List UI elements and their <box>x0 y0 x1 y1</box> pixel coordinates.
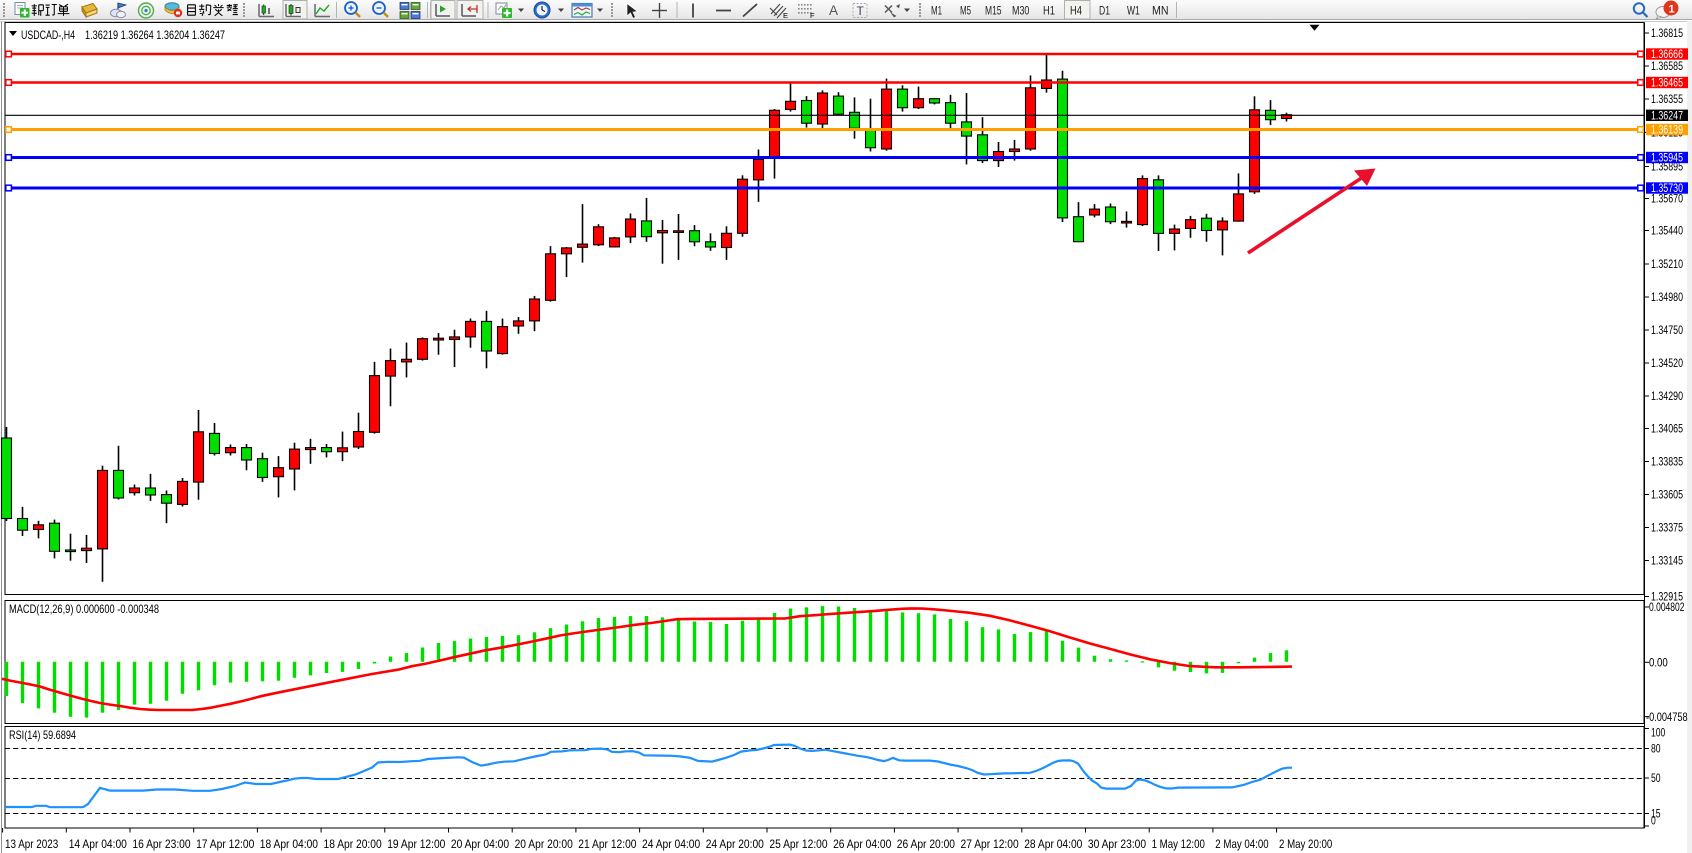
svg-text:1.36465: 1.36465 <box>1651 76 1683 90</box>
svg-text:1: 1 <box>1669 4 1675 16</box>
svg-text:1.36355: 1.36355 <box>1651 92 1683 106</box>
svg-text:1.36139: 1.36139 <box>1651 123 1683 137</box>
svg-text:1.33375: 1.33375 <box>1651 521 1683 535</box>
svg-text:15: 15 <box>1651 807 1661 821</box>
svg-text:MN: MN <box>1152 4 1169 18</box>
svg-text:E: E <box>783 11 788 20</box>
svg-text:0.00: 0.00 <box>1649 656 1668 670</box>
svg-text:1.36666: 1.36666 <box>1651 47 1683 61</box>
svg-text:25 Apr 12:00: 25 Apr 12:00 <box>769 837 827 851</box>
svg-text:H4: H4 <box>1070 4 1082 18</box>
svg-text:0.004802: 0.004802 <box>1649 600 1685 614</box>
svg-text:28 Apr 04:00: 28 Apr 04:00 <box>1024 837 1082 851</box>
svg-text:1.35440: 1.35440 <box>1651 224 1683 238</box>
svg-text:1.35945: 1.35945 <box>1651 151 1683 165</box>
svg-text:26 Apr 20:00: 26 Apr 20:00 <box>897 837 955 851</box>
svg-text:1.34980: 1.34980 <box>1651 290 1683 304</box>
svg-text:1.35210: 1.35210 <box>1651 257 1683 271</box>
svg-text:16 Apr 23:00: 16 Apr 23:00 <box>132 837 190 851</box>
svg-text:M15: M15 <box>985 4 1002 18</box>
svg-text:1.36585: 1.36585 <box>1651 59 1683 73</box>
svg-text:W1: W1 <box>1127 4 1140 18</box>
svg-text:1.35730: 1.35730 <box>1651 181 1683 195</box>
svg-text:18 Apr 04:00: 18 Apr 04:00 <box>260 837 318 851</box>
svg-text:M1: M1 <box>931 4 942 18</box>
svg-text:27 Apr 12:00: 27 Apr 12:00 <box>961 837 1019 851</box>
svg-text:T: T <box>857 4 865 18</box>
svg-text:USDCAD-,H4: USDCAD-,H4 <box>21 28 75 42</box>
svg-text:1.32915: 1.32915 <box>1651 590 1683 604</box>
svg-text:100: 100 <box>1651 726 1666 740</box>
svg-text:24 Apr 04:00: 24 Apr 04:00 <box>642 837 700 851</box>
svg-text:14 Apr 04:00: 14 Apr 04:00 <box>69 837 127 851</box>
svg-text:1.33605: 1.33605 <box>1651 488 1683 502</box>
svg-text:1.33835: 1.33835 <box>1651 455 1683 469</box>
svg-text:1.35670: 1.35670 <box>1651 192 1683 206</box>
svg-text:MACD(12,26,9) 0.000600 -0.0003: MACD(12,26,9) 0.000600 -0.000348 <box>9 602 159 616</box>
svg-text:M30: M30 <box>1012 4 1030 18</box>
svg-text:A: A <box>829 3 838 18</box>
svg-text:0: 0 <box>1651 814 1656 828</box>
svg-text:D1: D1 <box>1099 4 1110 18</box>
svg-text:1.36219 1.36264 1.36204 1.3624: 1.36219 1.36264 1.36204 1.36247 <box>85 28 225 42</box>
svg-text:18 Apr 20:00: 18 Apr 20:00 <box>324 837 382 851</box>
svg-text:M5: M5 <box>960 4 971 18</box>
svg-text:20 Apr 04:00: 20 Apr 04:00 <box>451 837 509 851</box>
svg-text:50: 50 <box>1651 771 1661 785</box>
svg-text:2 May 20:00: 2 May 20:00 <box>1279 837 1333 851</box>
svg-text:1.34290: 1.34290 <box>1651 389 1683 403</box>
svg-text:17 Apr 12:00: 17 Apr 12:00 <box>196 837 254 851</box>
svg-text:13 Apr 2023: 13 Apr 2023 <box>5 837 59 851</box>
svg-text:24 Apr 20:00: 24 Apr 20:00 <box>706 837 764 851</box>
svg-text:21 Apr 12:00: 21 Apr 12:00 <box>578 837 636 851</box>
svg-text:2 May 04:00: 2 May 04:00 <box>1215 837 1269 851</box>
svg-text:1.36247: 1.36247 <box>1651 109 1683 123</box>
svg-text:20 Apr 20:00: 20 Apr 20:00 <box>515 837 573 851</box>
svg-text:1 May 12:00: 1 May 12:00 <box>1152 837 1206 851</box>
svg-text:1.34750: 1.34750 <box>1651 323 1683 337</box>
svg-text:30 Apr 23:00: 30 Apr 23:00 <box>1088 837 1146 851</box>
svg-text:26 Apr 04:00: 26 Apr 04:00 <box>833 837 891 851</box>
svg-text:H1: H1 <box>1043 4 1055 18</box>
svg-text:1.34065: 1.34065 <box>1651 422 1683 436</box>
svg-text:RSI(14) 59.6894: RSI(14) 59.6894 <box>9 728 76 742</box>
svg-text:1.34520: 1.34520 <box>1651 356 1683 370</box>
svg-text:1.36815: 1.36815 <box>1651 26 1683 40</box>
svg-text:19 Apr 12:00: 19 Apr 12:00 <box>387 837 445 851</box>
svg-text:-0.004758: -0.004758 <box>1646 710 1688 724</box>
svg-text:F: F <box>810 11 815 20</box>
svg-text:80: 80 <box>1651 742 1661 756</box>
svg-text:1.33145: 1.33145 <box>1651 554 1683 568</box>
